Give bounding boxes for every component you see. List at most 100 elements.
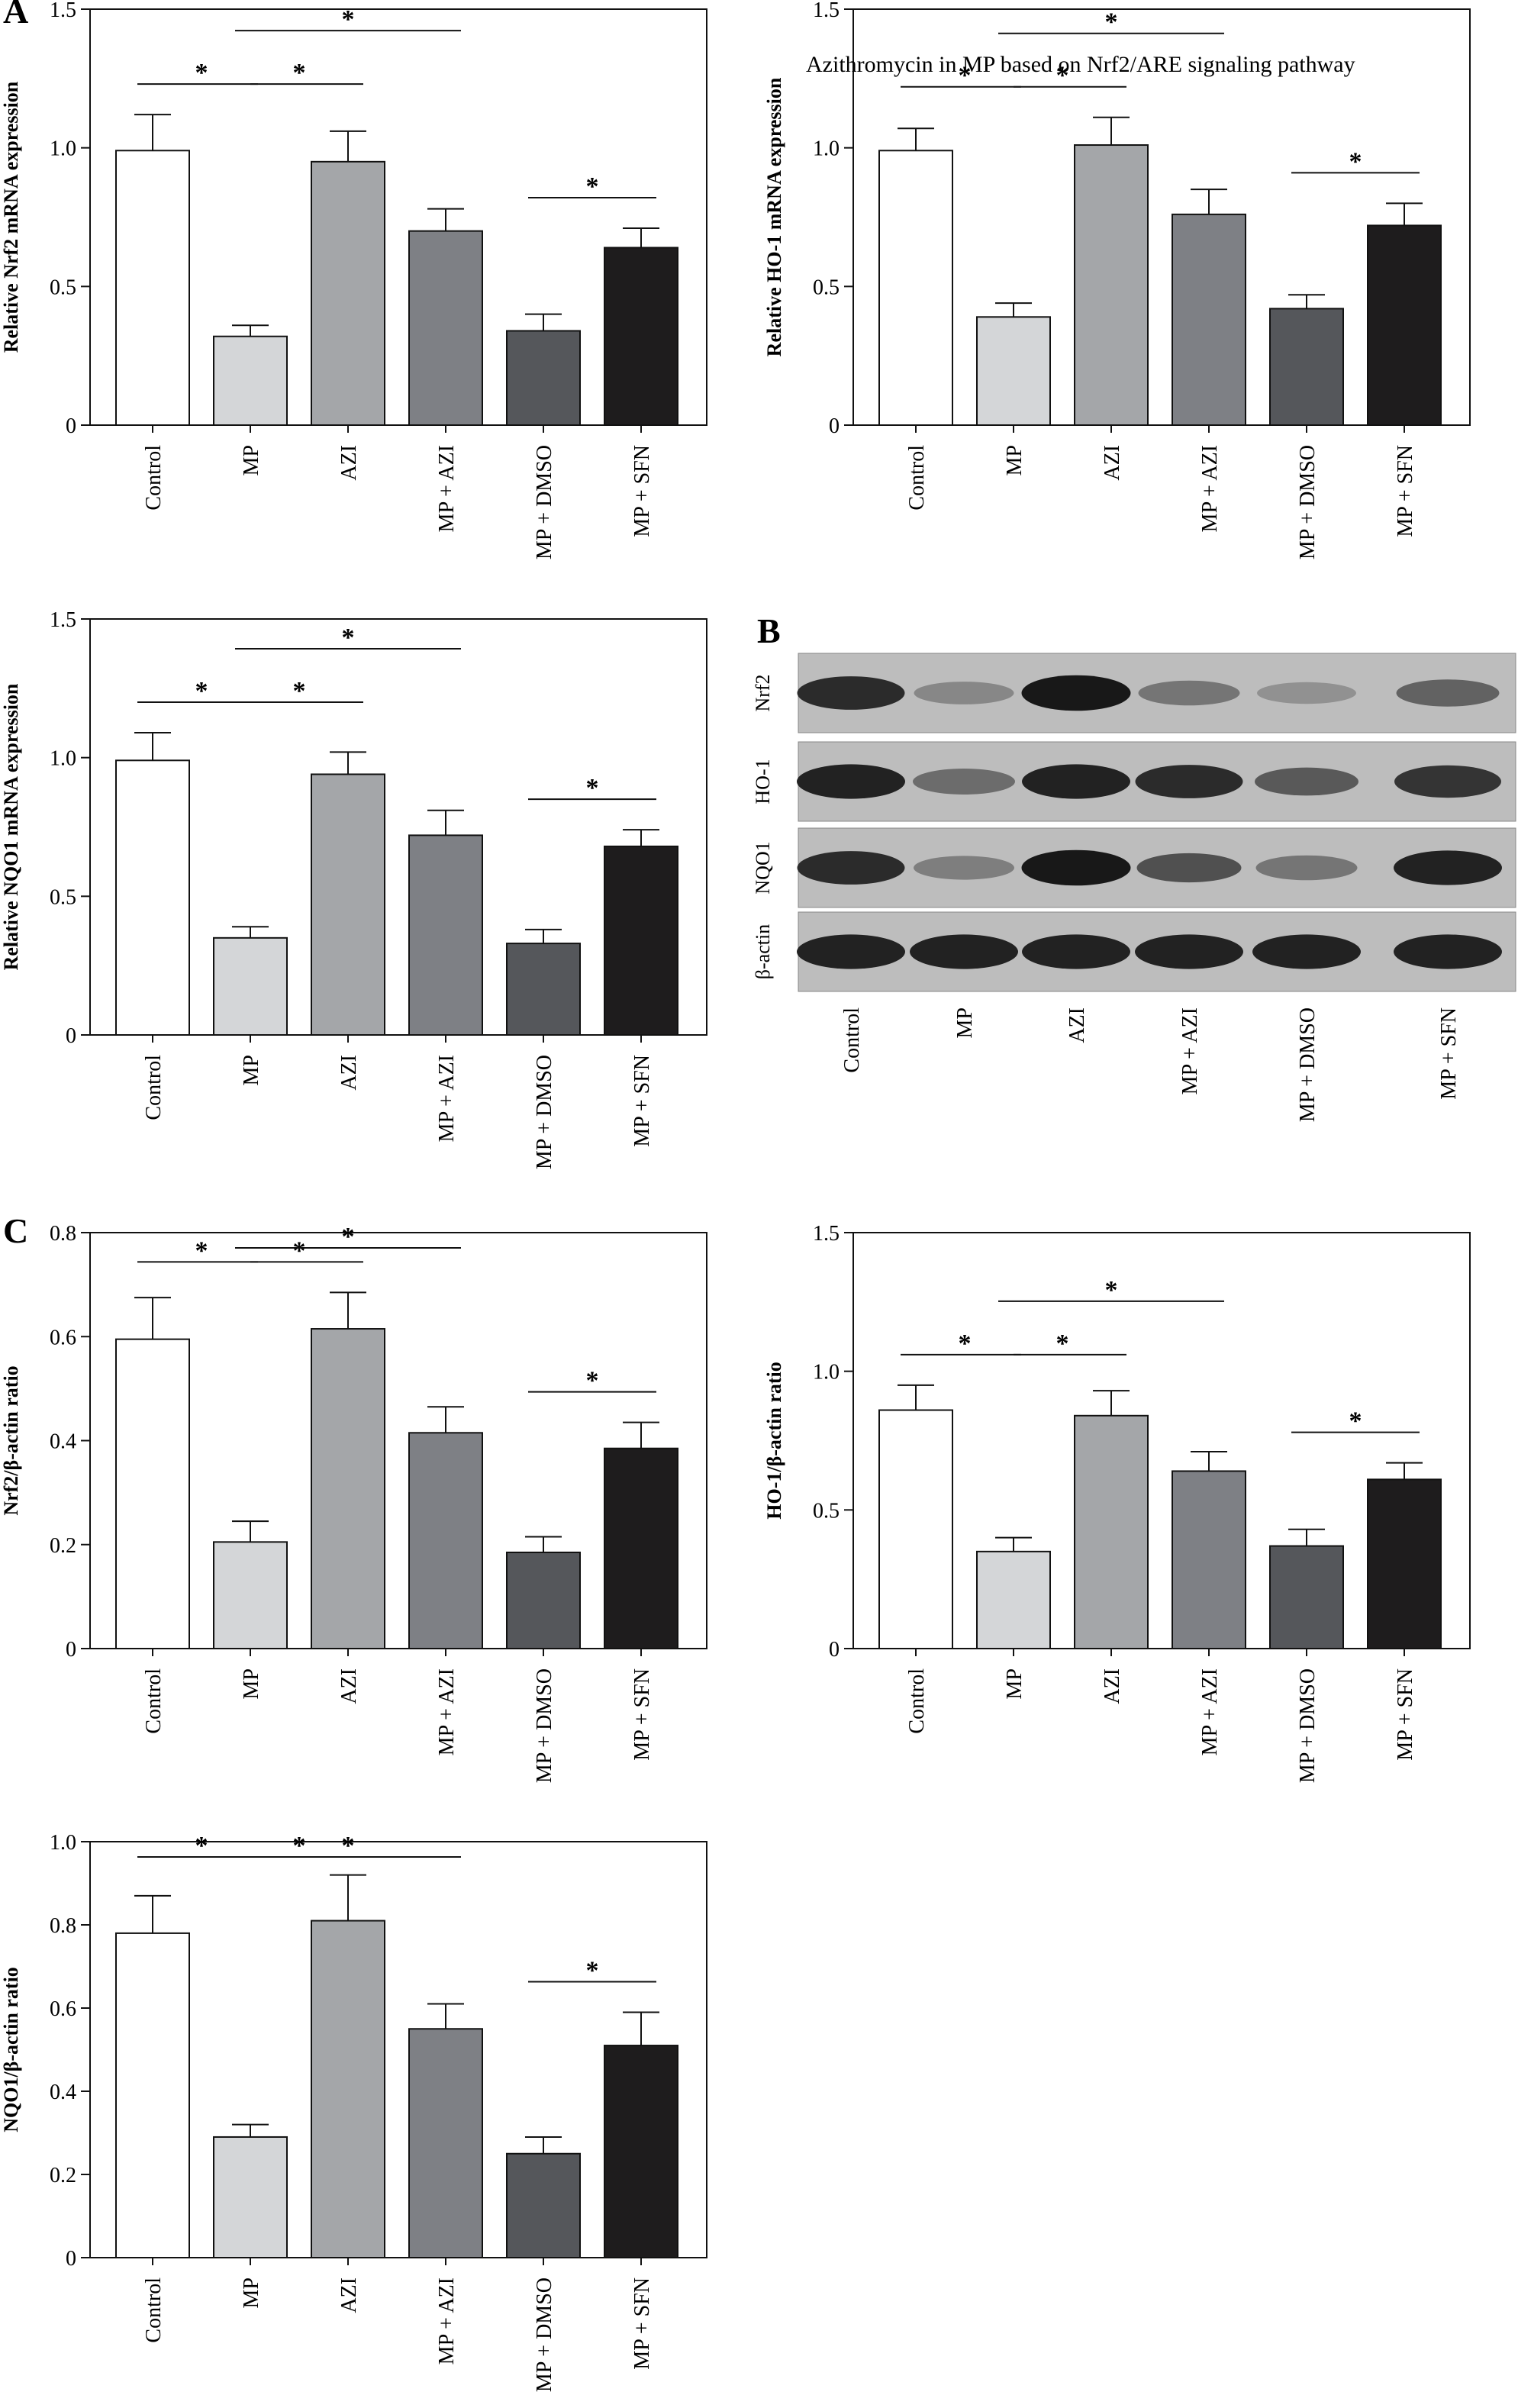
y-axis-label: Relative Nrf2 mRNA expression <box>0 81 22 353</box>
blot-lane-label: MP <box>953 1007 977 1038</box>
significance-star: * <box>1105 8 1118 37</box>
bar-azi <box>1074 144 1149 427</box>
blot-band <box>797 676 905 710</box>
bar-mp-dmso <box>506 943 581 1036</box>
bar-mp <box>213 335 288 427</box>
bar-control <box>115 759 190 1036</box>
y-tick-label: 0.5 <box>813 1499 840 1523</box>
x-tick-label: MP + DMSO <box>533 1668 556 1783</box>
chart-3: 0 0.5 1.0 1.5 Relative NQO1 mRNA expression C… <box>0 608 707 1169</box>
y-tick-label: 0.2 <box>50 1534 76 1558</box>
y-tick-label: 0 <box>829 1638 840 1662</box>
bar-mp-azi <box>1172 213 1246 426</box>
bar-mp-dmso <box>1269 308 1344 426</box>
x-tick-label: Control <box>905 1668 929 1734</box>
bar-control <box>878 1409 953 1649</box>
blot-row-label: β-actin <box>752 924 774 979</box>
significance-star: * <box>959 1330 972 1358</box>
blot-band <box>1257 682 1356 704</box>
x-tick-label: MP + SFN <box>1394 445 1417 537</box>
significance-star: * <box>1056 62 1069 90</box>
chart-6: 0 0.2 0.4 0.6 0.8 1.0 NQO1/β-actin ratio Contro… <box>0 1831 707 2392</box>
significance-star: * <box>195 677 208 705</box>
significance-star: * <box>586 774 599 802</box>
x-tick-label: MP <box>240 2277 263 2308</box>
y-tick-label: 0 <box>66 414 76 438</box>
panel-letter-c: C <box>3 1211 28 1250</box>
y-tick-label: 0 <box>66 2247 76 2271</box>
bar-azi <box>1074 1414 1149 1650</box>
significance-star: * <box>293 677 306 705</box>
chart-2: 0 0.5 1.0 1.5 Relative HO-1 mRNA expression C… <box>763 0 1471 559</box>
x-tick-label: Control <box>142 445 166 511</box>
blot-band <box>1135 765 1243 798</box>
significance-star: * <box>959 62 972 90</box>
y-axis-label: HO-1/β-actin ratio <box>763 1362 785 1520</box>
bar-azi <box>311 1328 385 1649</box>
blot-lane-label: MP + DMSO <box>1296 1007 1320 1122</box>
bar-mp-sfn <box>604 845 678 1036</box>
significance-star: * <box>586 1367 599 1395</box>
blot-lane-label: MP + SFN <box>1437 1007 1461 1100</box>
y-tick-label: 1.5 <box>50 608 76 632</box>
bar-mp-azi <box>408 2028 483 2258</box>
x-tick-label: MP + DMSO <box>533 445 556 559</box>
x-tick-label: AZI <box>337 2277 361 2313</box>
bar-mp-sfn <box>604 2045 678 2259</box>
y-tick-label: 0.8 <box>50 1222 76 1246</box>
blot-band <box>1138 680 1240 706</box>
y-tick-label: 0.2 <box>50 2164 76 2187</box>
bar-azi <box>311 160 385 426</box>
blot-band <box>1022 934 1130 969</box>
x-tick-label: MP <box>1003 1668 1027 1699</box>
x-tick-label: MP + DMSO <box>1296 1668 1320 1783</box>
bar-mp-dmso <box>1269 1545 1344 1649</box>
significance-star: * <box>195 59 208 87</box>
chart-4: 0 0.2 0.4 0.6 0.8 Nrf2/β-actin ratio Control MP… <box>0 1222 707 1783</box>
bar-mp-sfn <box>604 247 678 427</box>
significance-star: * <box>1056 1330 1069 1358</box>
significance-star: * <box>1349 147 1362 176</box>
blot-band <box>1252 934 1361 969</box>
x-tick-label: AZI <box>337 1055 361 1091</box>
x-tick-label: MP + DMSO <box>533 2277 556 2392</box>
significance-star: * <box>293 1236 306 1265</box>
y-axis-label: NQO1/β-actin ratio <box>0 1967 22 2132</box>
significance-star: * <box>342 624 355 652</box>
x-tick-label: MP <box>1003 445 1027 475</box>
blot-row-label: Nrf2 <box>752 674 774 711</box>
bar-mp <box>213 936 288 1036</box>
blot-row-ho-1: HO-1 <box>752 741 1516 822</box>
blot-band <box>1021 675 1131 711</box>
plot-frame <box>89 1841 707 2258</box>
y-tick-label: 1.0 <box>50 1831 76 1855</box>
bar-azi <box>311 773 385 1036</box>
blot-band <box>1394 765 1501 798</box>
significance-star: * <box>195 1236 208 1265</box>
bar-mp-dmso <box>506 1551 581 1649</box>
significance-star: * <box>1105 1276 1118 1304</box>
x-tick-label: AZI <box>337 445 361 481</box>
bar-mp-dmso <box>506 2152 581 2258</box>
significance-star: * <box>342 1223 355 1251</box>
blot-row-label: NQO1 <box>752 841 774 894</box>
bar-mp <box>976 316 1051 426</box>
y-tick-label: 1.0 <box>813 1361 840 1385</box>
y-tick-label: 0.4 <box>50 1430 76 1454</box>
x-tick-label: MP + SFN <box>630 445 654 537</box>
bar-mp <box>976 1550 1051 1650</box>
chart-5: 0 0.5 1.0 1.5 HO-1/β-actin ratio Control MP AZI… <box>763 1222 1471 1783</box>
x-tick-label: MP + AZI <box>435 2277 459 2364</box>
blot-band <box>1022 764 1130 799</box>
significance-star: * <box>342 5 355 34</box>
blot-band <box>1136 853 1242 883</box>
y-tick-label: 0.5 <box>50 276 76 299</box>
significance-star: * <box>586 1956 599 1984</box>
significance-star: * <box>1349 1407 1362 1436</box>
blot-band <box>914 856 1014 880</box>
bar-mp-azi <box>408 1432 483 1649</box>
x-tick-label: AZI <box>337 1668 361 1704</box>
chart-1: 0 0.5 1.0 1.5 Relative Nrf2 mRNA expression C… <box>0 0 707 559</box>
y-axis-label: Nrf2/β-actin ratio <box>0 1365 22 1515</box>
